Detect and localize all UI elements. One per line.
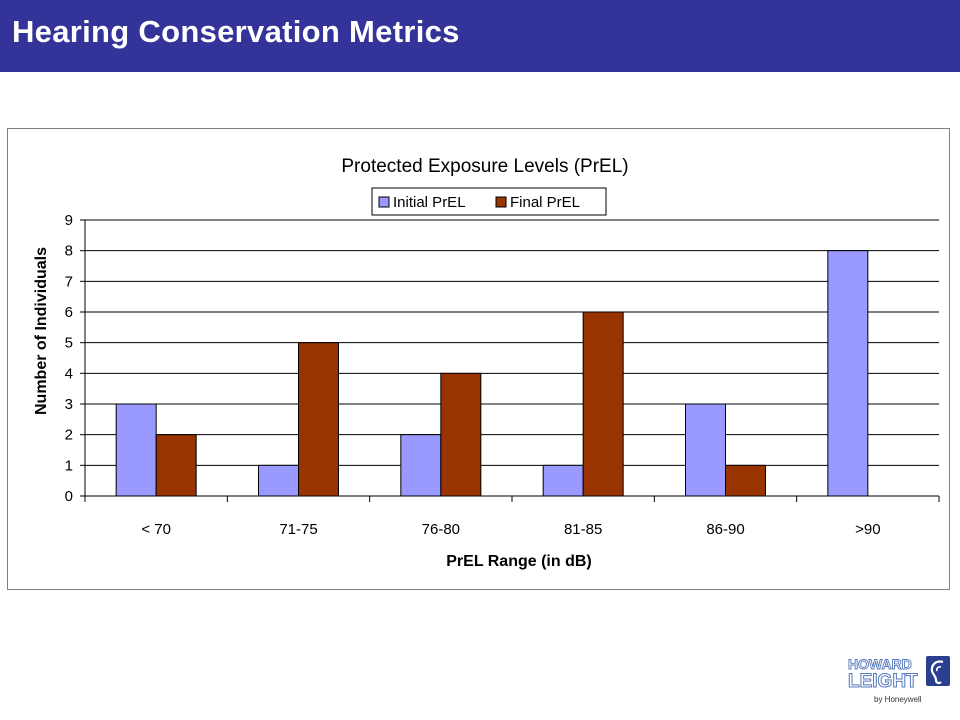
bar-chart: Protected Exposure Levels (PrEL) Initial… <box>33 156 940 570</box>
gridlines <box>85 219 939 466</box>
chart-title: Protected Exposure Levels (PrEL) <box>341 156 628 177</box>
bar-initial-0 <box>115 403 157 497</box>
chart-legend: Initial PrEL Final PrEL <box>371 187 607 216</box>
bar-initial-2 <box>400 434 442 497</box>
y-tick-label: 5 <box>65 335 73 352</box>
y-tick-label: 3 <box>65 396 73 413</box>
logo-leight-text: LEIGHT <box>848 671 918 692</box>
bar-final-0 <box>155 434 197 497</box>
bar-initial-5 <box>827 250 869 497</box>
x-tick-label: < 70 <box>141 521 171 538</box>
bar-initial-1 <box>258 464 299 497</box>
x-tick-label: >90 <box>855 521 880 538</box>
legend-label-initial: Initial PrEL <box>393 194 466 211</box>
legend-swatch-final <box>495 196 507 208</box>
bar-final-3 <box>582 311 624 497</box>
bar-final-1 <box>298 342 339 497</box>
y-tick-label: 4 <box>65 365 73 382</box>
y-tick-label: 2 <box>65 427 73 444</box>
ear-icon <box>926 656 950 686</box>
logo-howard-text: HOWARD <box>848 656 912 672</box>
axes <box>80 219 940 502</box>
y-tick-label: 9 <box>65 212 73 229</box>
x-axis-label: PrEL Range (in dB) <box>446 553 592 570</box>
legend-swatch-initial <box>378 196 390 208</box>
x-tick-labels: < 70 71-75 76-80 81-85 86-90 >90 <box>141 521 880 538</box>
howard-leight-logo: HOWARD LEIGHT by Honeywell <box>848 656 950 704</box>
bars-layer <box>115 250 869 497</box>
legend-label-final: Final PrEL <box>510 194 580 211</box>
bar-final-2 <box>440 372 482 497</box>
y-tick-label: 6 <box>65 304 73 321</box>
logo-tagline: by Honeywell <box>874 695 922 704</box>
x-tick-label: 76-80 <box>422 521 460 538</box>
header-bar: Hearing Conservation Metrics <box>0 0 960 72</box>
bar-initial-3 <box>542 464 584 497</box>
y-tick-labels: 0 1 2 3 4 5 6 7 8 9 <box>65 212 73 505</box>
y-tick-label: 1 <box>65 457 73 474</box>
y-tick-label: 0 <box>65 488 73 505</box>
slide-title: Hearing Conservation Metrics <box>12 14 460 49</box>
legend-box <box>371 187 607 216</box>
x-tick-label: 81-85 <box>564 521 602 538</box>
x-tick-label: 71-75 <box>279 521 317 538</box>
y-tick-label: 8 <box>65 243 73 260</box>
y-axis-label: Number of Individuals <box>33 247 50 415</box>
y-tick-label: 7 <box>65 273 73 290</box>
chart-frame: Protected Exposure Levels (PrEL) Initial… <box>7 128 950 590</box>
bar-initial-4 <box>685 403 726 497</box>
x-tick-label: 86-90 <box>706 521 744 538</box>
bar-final-4 <box>725 464 766 497</box>
